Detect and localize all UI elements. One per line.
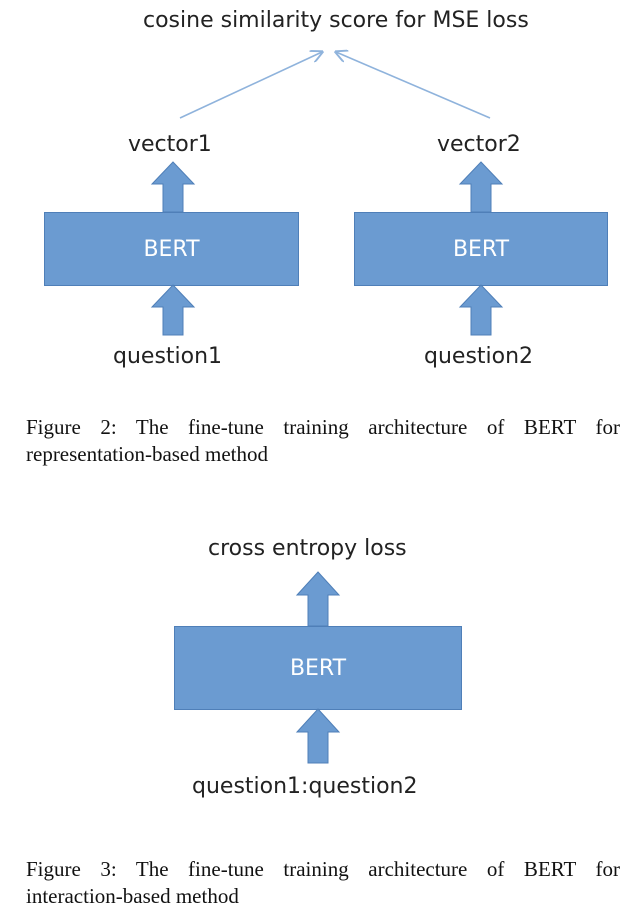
up-arrow-icon [458,161,504,213]
question-pair-label: question1:question2 [192,774,418,799]
bert-box-interaction: BERT [174,626,462,710]
bert-label-interaction: BERT [289,655,347,681]
up-arrow-icon [295,708,341,764]
up-arrow-icon [295,571,341,627]
figure-2-caption: Figure 2: The fine-tune training archite… [26,414,620,468]
up-arrow-icon [458,284,504,336]
connector-lines [179,0,491,119]
question1-label: question1 [113,344,223,369]
bert-box-right: BERT [354,212,608,286]
connector-line-right [336,52,491,119]
question2-label: question2 [424,344,534,369]
bert-label-left: BERT [143,236,200,262]
figure-2-caption-line2: representation-based method [26,442,268,466]
vector2-label: vector2 [437,132,521,157]
figure-3-caption-line2: interaction-based method [26,884,239,908]
connector-line-left [179,52,322,119]
figure-3-caption: Figure 3: The fine-tune training archite… [26,856,620,910]
up-arrow-icon [150,161,196,213]
figure-3-caption-line1: Figure 3: The fine-tune training archite… [26,857,620,881]
bert-box-left: BERT [44,212,299,286]
figure-2-caption-line1: Figure 2: The fine-tune training archite… [26,415,620,439]
cosine-similarity-label: cosine similarity score for MSE loss [143,8,529,33]
bert-label-right: BERT [452,236,510,262]
vector1-label: vector1 [128,132,212,157]
cross-entropy-label: cross entropy loss [208,536,407,561]
up-arrow-icon [150,284,196,336]
